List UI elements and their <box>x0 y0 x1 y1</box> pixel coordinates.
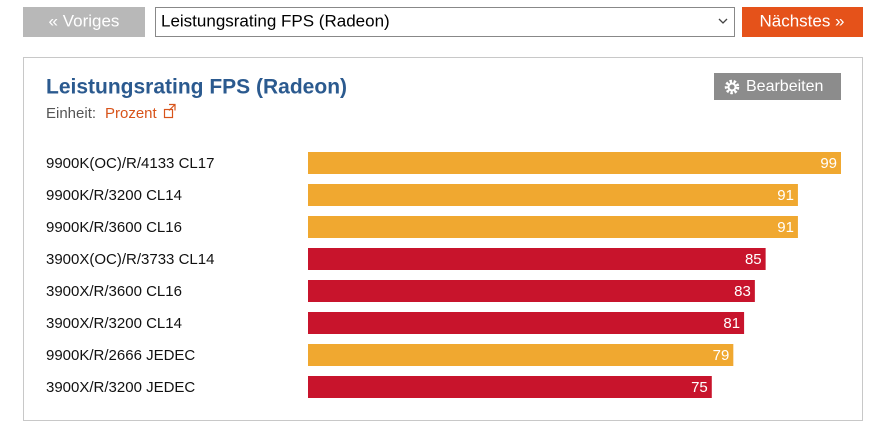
category-label: 3900X/R/3200 CL14 <box>46 315 182 332</box>
category-label: 9900K/R/3200 CL14 <box>46 187 182 204</box>
value-label: 91 <box>777 187 794 204</box>
value-label: 99 <box>820 155 837 172</box>
category-label: 9900K/R/2666 JEDEC <box>46 347 195 364</box>
bar <box>308 216 798 238</box>
prev-button[interactable] <box>23 7 145 37</box>
select-value[interactable]: Leistungsrating FPS (Radeon) <box>161 11 390 30</box>
unit-link[interactable]: Prozent <box>105 105 158 122</box>
category-label: 3900X/R/3200 JEDEC <box>46 379 195 396</box>
bar <box>308 280 755 302</box>
value-label: 81 <box>723 315 740 332</box>
unit-label: Einheit: <box>46 105 96 122</box>
value-label: 85 <box>745 251 762 268</box>
prev-label[interactable]: « Voriges <box>49 11 120 30</box>
bar <box>308 376 712 398</box>
category-label: 3900X(OC)/R/3733 CL14 <box>46 251 214 268</box>
edit-label[interactable]: Bearbeiten <box>746 78 823 95</box>
category-label: 3900X/R/3600 CL16 <box>46 283 182 300</box>
value-label: 83 <box>734 283 751 300</box>
bar <box>308 152 841 174</box>
next-button[interactable] <box>742 7 863 37</box>
bar <box>308 344 734 366</box>
bar <box>308 184 798 206</box>
bar <box>308 248 766 270</box>
category-label: 9900K(OC)/R/4133 CL17 <box>46 155 214 172</box>
value-label: 75 <box>691 379 708 396</box>
gear-icon-core <box>727 82 737 92</box>
value-label: 91 <box>777 219 794 236</box>
chart-title: Leistungsrating FPS (Radeon) <box>46 76 347 99</box>
gear-icon <box>724 79 740 95</box>
select-chevron <box>718 18 728 24</box>
value-label: 79 <box>713 347 730 364</box>
category-label: 9900K/R/3600 CL16 <box>46 219 182 236</box>
next-label[interactable]: Nächstes » <box>759 11 844 30</box>
chart-select[interactable] <box>155 7 735 37</box>
external-link-icon <box>163 103 176 119</box>
bar <box>308 312 745 334</box>
